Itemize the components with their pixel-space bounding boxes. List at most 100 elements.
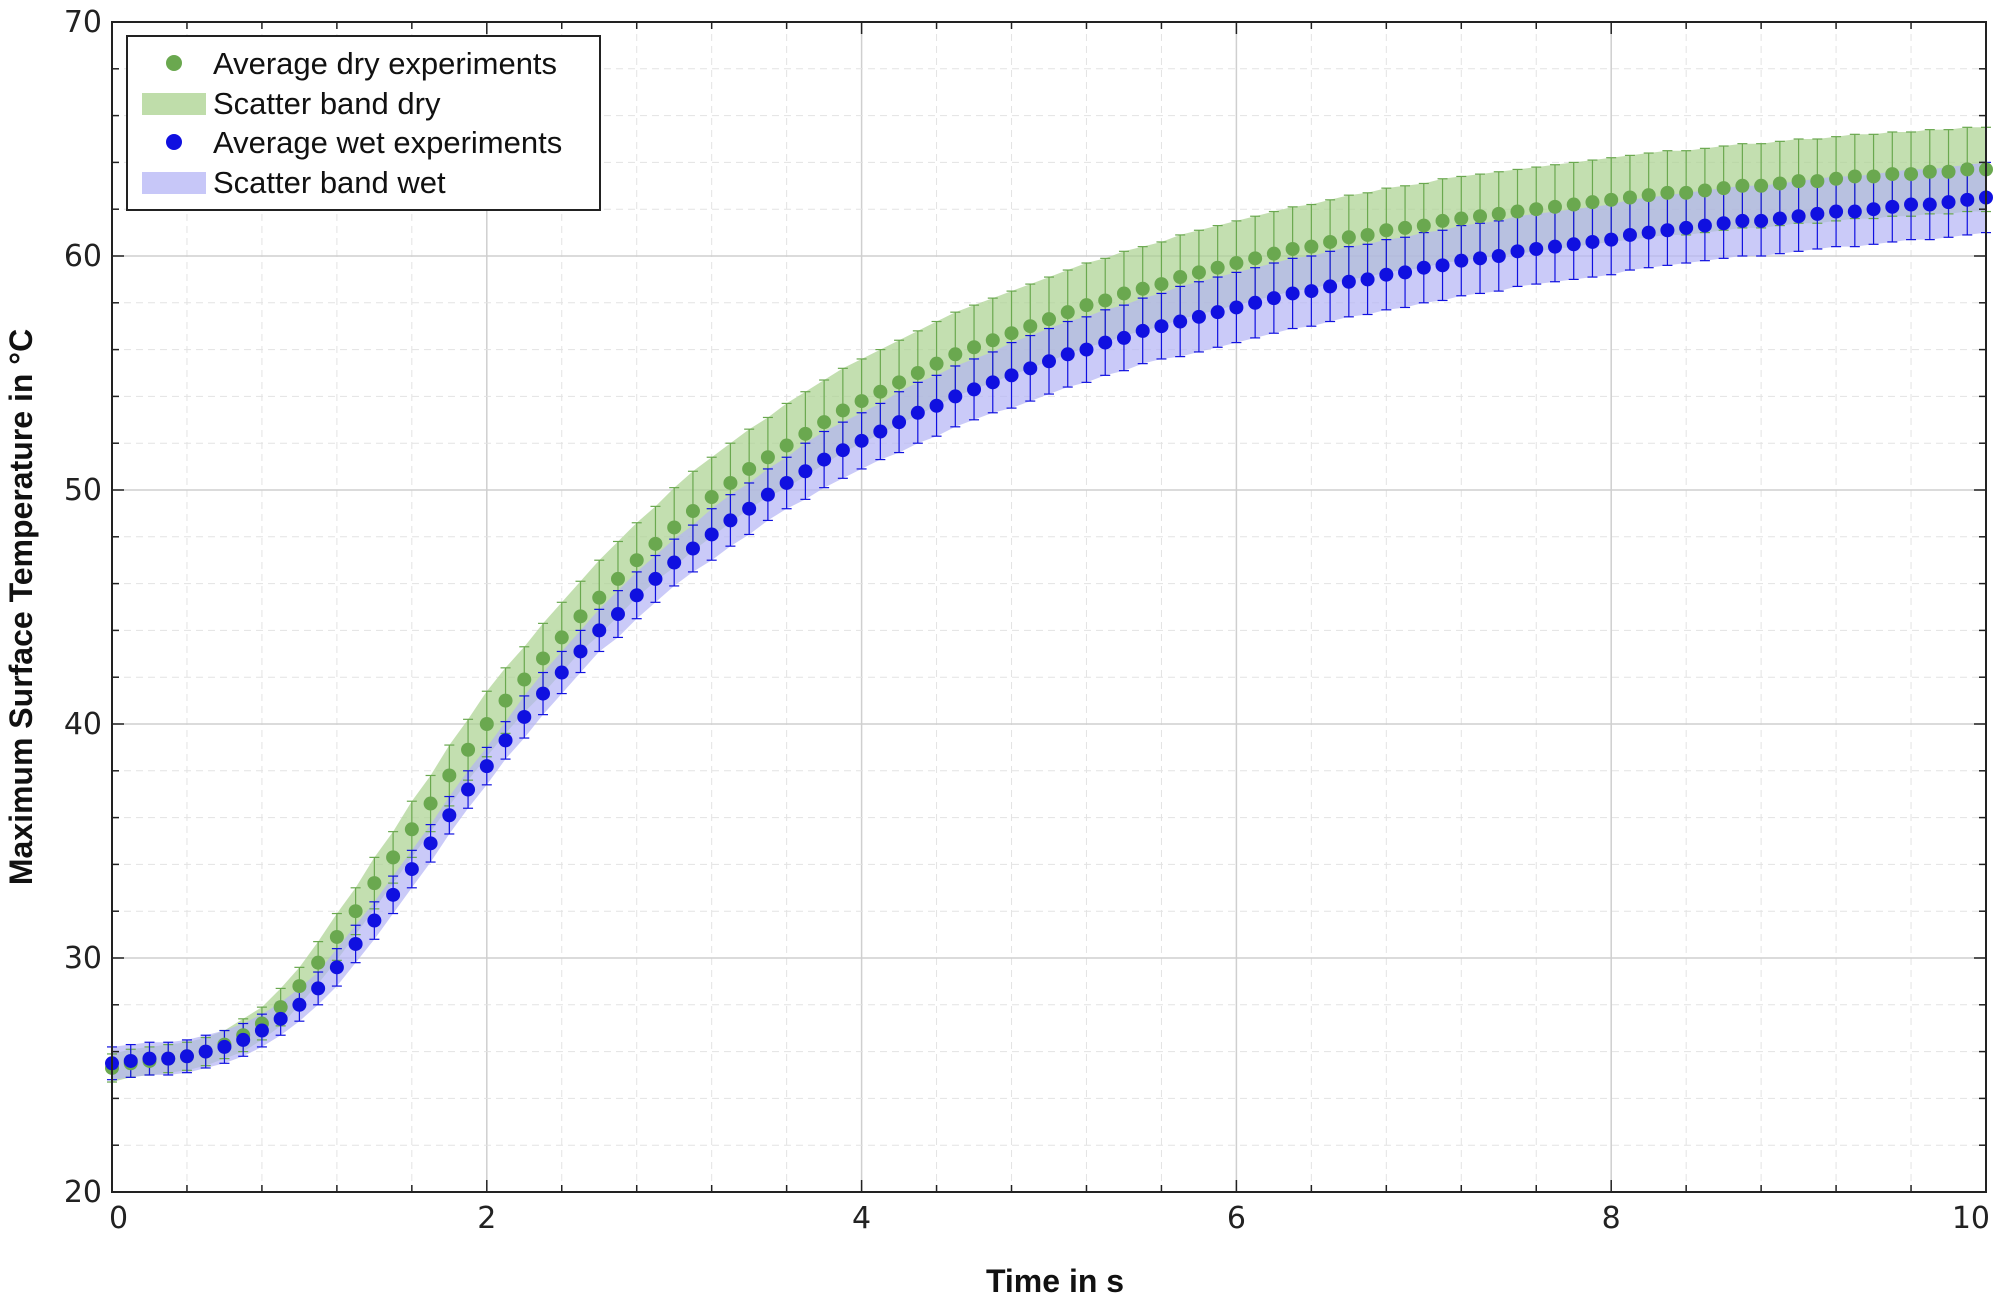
data-point-wet xyxy=(985,375,1000,390)
data-point-dry xyxy=(1042,312,1056,327)
data-point-dry xyxy=(892,375,907,390)
data-point-wet xyxy=(798,464,813,479)
data-point-dry xyxy=(1473,209,1488,224)
data-point-wet xyxy=(1829,204,1844,219)
y-tick-label: 50 xyxy=(64,473,102,508)
data-point-wet xyxy=(610,607,625,622)
data-point-dry xyxy=(854,394,869,409)
data-point-dry xyxy=(292,979,307,994)
data-point-dry xyxy=(704,490,719,505)
data-point-dry xyxy=(329,929,344,944)
data-point-wet xyxy=(892,415,907,430)
legend-wet-band-swatch xyxy=(142,172,206,194)
data-point-wet xyxy=(1304,284,1319,299)
data-point-wet xyxy=(1042,354,1056,369)
data-point-wet xyxy=(1585,234,1600,249)
data-point-dry xyxy=(1885,167,1900,182)
data-point-dry xyxy=(1547,199,1562,214)
data-point-wet xyxy=(1566,237,1581,252)
data-point-wet xyxy=(1904,197,1919,212)
legend-wet-marker xyxy=(166,134,182,150)
data-point-dry xyxy=(1004,326,1019,341)
data-point-wet xyxy=(348,936,363,951)
data-point-dry xyxy=(929,356,944,371)
data-point-dry xyxy=(1866,169,1881,184)
data-point-wet xyxy=(198,1044,213,1059)
data-point-wet xyxy=(161,1051,176,1066)
data-point-wet xyxy=(423,836,438,851)
data-point-dry xyxy=(1266,246,1281,261)
data-point-dry xyxy=(667,520,682,535)
data-point-dry xyxy=(1679,185,1694,200)
data-point-wet xyxy=(1529,241,1544,256)
legend: Average dry experiments Scatter band dry… xyxy=(126,35,601,211)
data-point-wet xyxy=(1735,213,1750,228)
data-point-wet xyxy=(835,443,850,458)
data-point-dry xyxy=(985,333,1000,348)
data-point-wet xyxy=(1173,314,1188,329)
data-point-wet xyxy=(1398,265,1413,280)
data-point-wet xyxy=(123,1053,138,1068)
data-point-dry xyxy=(1285,241,1300,256)
data-point-wet xyxy=(742,501,757,516)
data-point-wet xyxy=(554,665,569,680)
data-point-dry xyxy=(685,504,700,519)
data-point-wet xyxy=(1116,330,1131,345)
data-point-wet xyxy=(1922,197,1937,212)
data-point-wet xyxy=(1810,206,1825,221)
data-point-wet xyxy=(817,452,832,467)
data-point-dry xyxy=(1622,190,1637,205)
data-point-dry xyxy=(517,672,532,687)
data-point-wet xyxy=(1622,227,1637,242)
data-point-dry xyxy=(1772,176,1787,191)
data-point-wet xyxy=(1660,223,1675,238)
plot-frame xyxy=(111,21,1987,1193)
data-point-dry xyxy=(1735,178,1750,193)
data-point-wet xyxy=(1716,216,1731,231)
data-point-wet xyxy=(1791,209,1806,224)
data-point-wet xyxy=(1491,249,1506,263)
x-axis-title: Time in s xyxy=(986,1263,1124,1299)
data-point-dry xyxy=(1791,174,1806,189)
data-point-dry xyxy=(1116,286,1131,301)
data-point-wet xyxy=(1023,361,1038,376)
data-point-wet xyxy=(1866,202,1881,217)
data-point-dry xyxy=(967,340,982,355)
data-point-wet xyxy=(779,475,794,490)
data-point-wet xyxy=(461,782,476,797)
data-point-dry xyxy=(1922,164,1937,179)
data-point-dry xyxy=(442,768,457,783)
data-point-dry xyxy=(311,955,326,970)
data-point-dry xyxy=(629,553,644,568)
data-point-dry xyxy=(1435,213,1450,228)
legend-dry-band-swatch xyxy=(142,93,206,115)
data-point-dry xyxy=(1154,277,1169,292)
x-tick-label: 6 xyxy=(1227,1201,1246,1236)
data-point-wet xyxy=(1473,251,1488,266)
data-point-dry xyxy=(573,609,588,624)
data-point-wet xyxy=(1604,232,1619,247)
data-point-dry xyxy=(1210,260,1225,275)
data-point-wet xyxy=(329,960,344,975)
y-axis-title: Maximum Surface Temperature in °C xyxy=(3,329,39,885)
data-point-dry xyxy=(386,850,401,865)
data-point-wet xyxy=(1191,309,1206,324)
data-point-dry xyxy=(1960,162,1975,177)
data-point-dry xyxy=(1191,265,1206,280)
data-point-wet xyxy=(948,389,963,404)
data-point-dry xyxy=(1716,181,1731,196)
data-point-wet xyxy=(1416,260,1431,275)
data-point-wet xyxy=(142,1051,157,1066)
data-point-wet xyxy=(1266,291,1281,306)
data-point-dry xyxy=(1416,218,1431,233)
data-point-dry xyxy=(367,876,382,891)
data-point-wet xyxy=(1079,342,1094,357)
y-tick-label: 70 xyxy=(64,5,102,40)
data-point-wet xyxy=(404,862,419,877)
data-point-wet xyxy=(1679,220,1694,235)
y-tick-label: 20 xyxy=(64,1175,102,1210)
data-point-wet xyxy=(1641,225,1656,240)
data-point-wet xyxy=(1379,267,1394,282)
y-tick-label: 60 xyxy=(64,239,102,274)
data-point-dry xyxy=(1341,230,1356,245)
